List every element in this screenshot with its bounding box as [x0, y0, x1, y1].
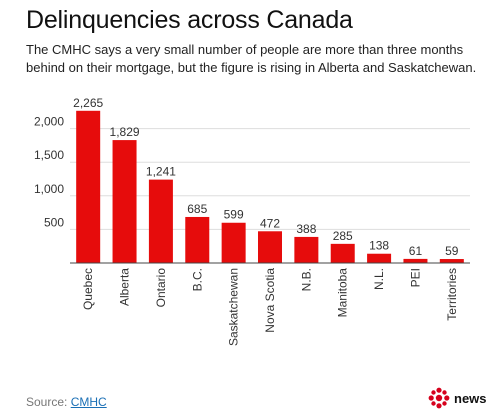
bar-value-label: 472 [260, 216, 280, 230]
logo-text: news [454, 390, 487, 406]
y-tick-label: 1,000 [34, 182, 64, 196]
bar-value-label: 61 [409, 244, 423, 258]
x-tick-label: Ontario [154, 268, 168, 308]
x-tick-label: Nova Scotia [263, 268, 277, 333]
x-tick-label: N.B. [299, 268, 313, 291]
bar-value-label: 388 [296, 222, 316, 236]
bar-value-label: 138 [369, 239, 389, 253]
source-note: Source: CMHC [26, 395, 107, 409]
cbc-news-logo[interactable]: news [428, 386, 487, 410]
cbc-gem-icon [428, 387, 450, 409]
bar [294, 236, 319, 263]
x-tick-label: PEI [408, 268, 422, 287]
bar [258, 231, 282, 263]
bar-value-label: 599 [224, 208, 244, 222]
bar [439, 259, 464, 263]
y-tick-label: 1,500 [34, 148, 64, 162]
source-label: Source: [26, 395, 68, 409]
x-tick-label: Manitoba [336, 268, 350, 318]
bar [221, 222, 246, 263]
bar [185, 216, 210, 263]
source-link[interactable]: CMHC [70, 395, 107, 409]
bar-value-label: 2,265 [73, 96, 103, 110]
x-tick-label: Territories [445, 268, 459, 321]
bar [330, 243, 355, 263]
bar-value-label: 285 [333, 229, 353, 243]
x-tick-label: Alberta [118, 268, 132, 306]
y-tick-label: 2,000 [34, 115, 64, 129]
y-tick-label: 500 [44, 215, 64, 229]
bar-value-label: 1,829 [110, 125, 140, 139]
bar-value-label: 685 [187, 202, 207, 216]
bar [112, 140, 137, 263]
chart-subtitle: The CMHC says a very small number of peo… [26, 42, 477, 75]
bar-value-label: 59 [445, 244, 459, 258]
bar [148, 179, 173, 263]
bar-chart: 500 1,000 1,500 2,000 2,265 Quebec 1,829 Albert… [34, 96, 470, 346]
bar [367, 253, 392, 263]
x-tick-label: Quebec [81, 268, 95, 310]
x-tick-label: B.C. [190, 268, 204, 291]
x-tick-label: N.L. [372, 268, 386, 290]
bar-value-label: 1,241 [146, 165, 176, 179]
chart-title: Delinquencies across Canada [26, 6, 353, 34]
bar [76, 110, 101, 264]
bar [403, 258, 428, 263]
x-tick-label: Saskatchewan [227, 268, 241, 346]
